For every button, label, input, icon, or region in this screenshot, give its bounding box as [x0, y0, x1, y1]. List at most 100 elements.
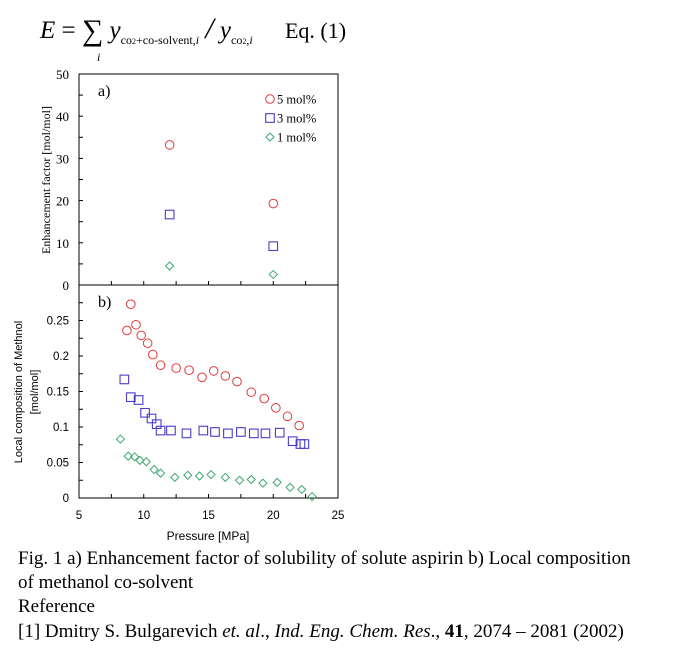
data-point — [271, 403, 281, 413]
data-point — [184, 365, 194, 376]
sum-symbol: ∑ — [81, 14, 104, 47]
data-point — [148, 349, 158, 360]
eq-lhs: E — [40, 17, 56, 44]
data-point — [122, 325, 132, 336]
data-point — [166, 425, 176, 436]
eq-numerator-var: y — [109, 17, 121, 44]
legend-marker — [265, 113, 275, 123]
ref-authors: [1] Dmitry S. Bulgarevich — [18, 621, 223, 642]
y-tick-label: 20 — [56, 194, 69, 209]
x-axis-label: Pressure [MPa] — [167, 529, 250, 543]
data-point — [246, 387, 257, 398]
data-point — [223, 428, 233, 439]
ref-volume: 41 — [444, 621, 464, 642]
data-point — [297, 484, 307, 495]
data-point — [299, 439, 310, 449]
sub-text: co — [231, 33, 243, 47]
data-point — [146, 413, 157, 424]
y-axis-label: [mol/mol] — [29, 370, 41, 415]
data-point — [131, 319, 141, 330]
y-axis-label: Local composition of Methnol — [13, 321, 25, 463]
data-point — [133, 395, 144, 405]
ref-journal: Ind. Eng. Chem. Res — [274, 621, 431, 642]
data-point — [155, 360, 166, 371]
sub-text: i — [249, 33, 253, 47]
data-point — [119, 374, 130, 385]
legend-marker — [265, 132, 275, 142]
data-point — [194, 471, 205, 481]
x-tick-label: 15 — [202, 510, 215, 522]
data-point — [198, 425, 209, 436]
data-point — [232, 376, 242, 387]
data-point — [234, 475, 245, 485]
y-tick-label: 40 — [56, 109, 69, 124]
caption-line-2: of methanol co-solvent — [18, 572, 194, 593]
data-point — [155, 468, 166, 478]
sub-text: 2 — [242, 37, 247, 46]
data-point — [141, 457, 152, 467]
data-point — [274, 427, 285, 438]
data-point — [136, 330, 146, 341]
sub-text: , — [246, 33, 250, 47]
data-point — [246, 474, 256, 485]
data-point — [164, 140, 175, 150]
data-point — [236, 427, 246, 437]
data-point — [181, 428, 192, 439]
equation-label: Eq. (1) — [284, 18, 347, 43]
panel-label: a) — [98, 83, 110, 100]
data-point — [171, 363, 181, 373]
data-point — [123, 451, 133, 461]
data-point — [248, 428, 259, 439]
data-point — [259, 393, 269, 404]
data-point — [164, 261, 175, 271]
eq-equals: = — [61, 17, 76, 44]
y-tick-label: 0.2 — [53, 351, 69, 363]
y-axis-label: Enhancement factor [mol/mol] — [39, 106, 53, 254]
data-point — [268, 198, 279, 209]
data-point — [149, 464, 159, 475]
y-tick-label: 0.25 — [47, 316, 69, 328]
data-point — [142, 338, 153, 349]
data-point — [307, 491, 317, 502]
data-point — [115, 434, 126, 444]
x-tick-label: 5 — [76, 510, 82, 522]
data-point — [260, 428, 271, 439]
y-tick-label: 10 — [56, 236, 69, 251]
ref-sep: ., — [260, 621, 275, 642]
sub-text: co — [120, 33, 132, 47]
data-point — [210, 427, 220, 437]
panel-label: b) — [98, 294, 111, 311]
x-tick-label: 20 — [267, 510, 280, 522]
y-tick-label: 0.05 — [47, 458, 69, 470]
data-point — [268, 269, 278, 280]
data-point — [282, 411, 293, 422]
data-point — [164, 209, 175, 220]
data-point — [135, 455, 145, 466]
data-point — [220, 371, 231, 381]
x-tick-label: 25 — [332, 510, 345, 522]
y-tick-label: 0 — [63, 278, 70, 293]
legend-label: 5 mol% — [277, 93, 316, 107]
data-point — [287, 436, 298, 447]
y-tick-label: 0.15 — [47, 387, 69, 399]
data-point — [183, 470, 193, 480]
data-point — [285, 482, 295, 493]
eq-denominator-sub: co2,i — [231, 33, 253, 47]
sub-text: 2 — [131, 37, 136, 46]
ref-etal: et. al — [222, 621, 261, 642]
ref-sep: ., — [430, 621, 445, 642]
caption-line-1: Fig. 1 a) Enhancement factor of solubili… — [18, 548, 631, 569]
eq-slash: / — [205, 12, 214, 45]
y-tick-label: 50 — [56, 67, 69, 82]
data-point — [140, 407, 150, 418]
eq-denominator-var: y — [219, 17, 232, 44]
y-tick-label: 0.1 — [53, 422, 69, 434]
ref-pages: , 2074 – 2081 (2002) — [463, 621, 624, 642]
data-point — [125, 392, 136, 403]
sub-text: i — [195, 33, 200, 47]
data-point — [208, 366, 219, 376]
data-point — [258, 478, 268, 488]
eq-numerator-sub: co2+co-solvent,i — [121, 33, 199, 47]
data-point — [206, 469, 216, 480]
data-point — [129, 452, 140, 462]
